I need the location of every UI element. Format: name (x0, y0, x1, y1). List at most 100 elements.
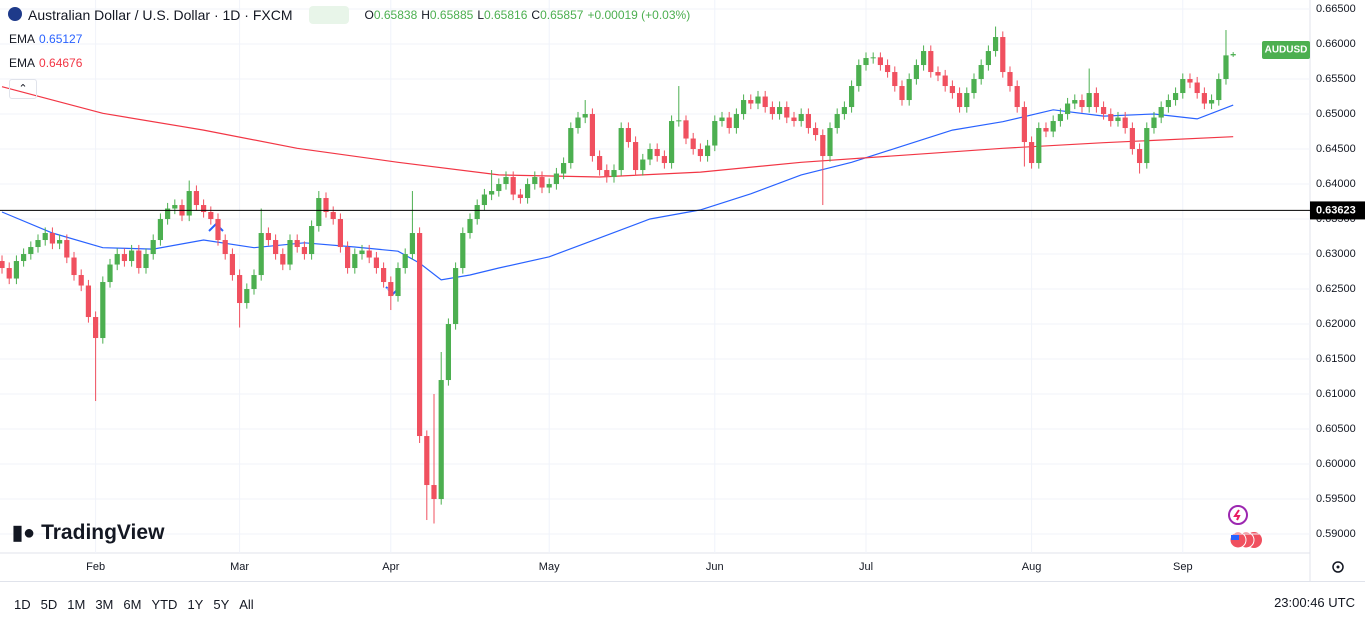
collapse-button[interactable]: ⌃ (9, 79, 37, 99)
ema-line (1, 104, 1234, 281)
candle-body (265, 233, 272, 241)
candle-body (992, 37, 999, 52)
candle-body (323, 198, 329, 213)
candle-body (157, 219, 164, 241)
x-tick-label: Aug (1022, 561, 1042, 573)
candle-body (424, 436, 430, 486)
candle-body (668, 121, 675, 164)
candle-body (784, 107, 790, 118)
candle-body (1208, 100, 1215, 104)
chart: 0.59000 0.59500 0.60000 0.60500 0.61000 0.615… (0, 0, 1365, 581)
candle-body (935, 72, 941, 76)
price-tag: AUDUSD (1265, 45, 1308, 56)
candle-body (1172, 93, 1179, 101)
candle-body (884, 65, 891, 73)
candle-body (0, 261, 5, 269)
candle-body (460, 233, 466, 269)
range-button[interactable]: 1D (14, 596, 31, 612)
candle-body (596, 156, 603, 171)
candle-body (114, 254, 120, 265)
range-button[interactable]: 1Y (187, 596, 204, 612)
candle-body (755, 96, 761, 104)
candle-body (78, 275, 84, 286)
candle-body (186, 191, 192, 216)
y-tick-label: 0.65000 (1316, 108, 1356, 120)
candle-body (776, 107, 783, 115)
y-tick-label: 0.59500 (1316, 493, 1356, 505)
candle-body (1230, 54, 1236, 56)
candle-body (352, 254, 358, 269)
candle-body (805, 114, 811, 129)
candle-body (517, 194, 524, 199)
settings-icon[interactable] (1332, 561, 1344, 573)
candle-body (553, 173, 559, 185)
candle-body (503, 177, 509, 185)
candle-body (683, 120, 689, 139)
x-tick-label: Jun (706, 561, 724, 573)
hline-label: 0.63623 (1316, 204, 1356, 216)
range-button[interactable]: 1M (67, 596, 86, 612)
candle-body (417, 233, 423, 437)
x-tick-label: May (539, 561, 560, 573)
candle-body (13, 261, 20, 279)
candle-body (165, 208, 171, 220)
candle-body (712, 121, 718, 146)
candle-body (1079, 100, 1085, 108)
range-button[interactable]: All (239, 596, 254, 612)
candle-body (143, 254, 149, 269)
candle-body (337, 219, 344, 248)
candle-body (697, 149, 703, 157)
candle-body (381, 268, 387, 283)
y-tick-label: 0.60000 (1316, 458, 1356, 470)
candle-body (438, 380, 444, 500)
ohlc-key: C (531, 8, 541, 22)
candle-body (834, 114, 840, 129)
candle-body (431, 485, 437, 500)
candle-body (913, 65, 919, 80)
candle-body (193, 191, 200, 206)
range-button[interactable]: 5Y (213, 596, 230, 612)
candle-body (928, 51, 934, 73)
candle-body (1129, 128, 1135, 150)
ema-name: EMA (9, 32, 36, 46)
candle-body (985, 51, 991, 66)
range-button[interactable]: 3M (95, 596, 114, 612)
candle-body (856, 65, 862, 87)
candle-body (373, 257, 380, 269)
ohlc-key: O (364, 8, 374, 22)
range-button[interactable]: 5D (40, 596, 58, 612)
candle-body (481, 194, 488, 206)
candle-body (978, 65, 984, 80)
candle-body (625, 128, 631, 143)
x-tick-label: Feb (86, 561, 105, 573)
candle-body (1093, 93, 1099, 108)
candle-body (1007, 72, 1013, 87)
candle-body (1187, 79, 1193, 83)
ema-legend: EMA 0.64676 (9, 56, 82, 70)
range-button[interactable]: YTD (151, 596, 178, 612)
candle-body (798, 114, 804, 122)
candle-body (294, 240, 300, 248)
candle-body (971, 79, 977, 94)
candle-body (136, 250, 142, 269)
candle-body (359, 250, 365, 255)
candle-body (21, 254, 27, 262)
clock: 23:00:46 UTC (1274, 595, 1355, 610)
candle-body (899, 86, 905, 101)
candle-body (791, 117, 797, 122)
candle-body (1000, 37, 1006, 73)
candle-body (568, 128, 574, 164)
candle-body (654, 149, 660, 157)
ema-value: 0.64676 (39, 56, 83, 70)
candle-body (726, 117, 732, 129)
y-tick-label: 0.65500 (1316, 73, 1356, 85)
range-button[interactable]: 6M (123, 596, 142, 612)
candle-body (237, 275, 243, 304)
candle-body (258, 233, 264, 276)
logo-mark: ▮● (12, 522, 36, 544)
y-tick-label: 0.64000 (1316, 178, 1356, 190)
candle-body (582, 114, 588, 118)
change: +0.00019 (+0.03%) (587, 8, 691, 22)
candle-body (920, 51, 927, 66)
plot-area (0, 0, 1310, 553)
